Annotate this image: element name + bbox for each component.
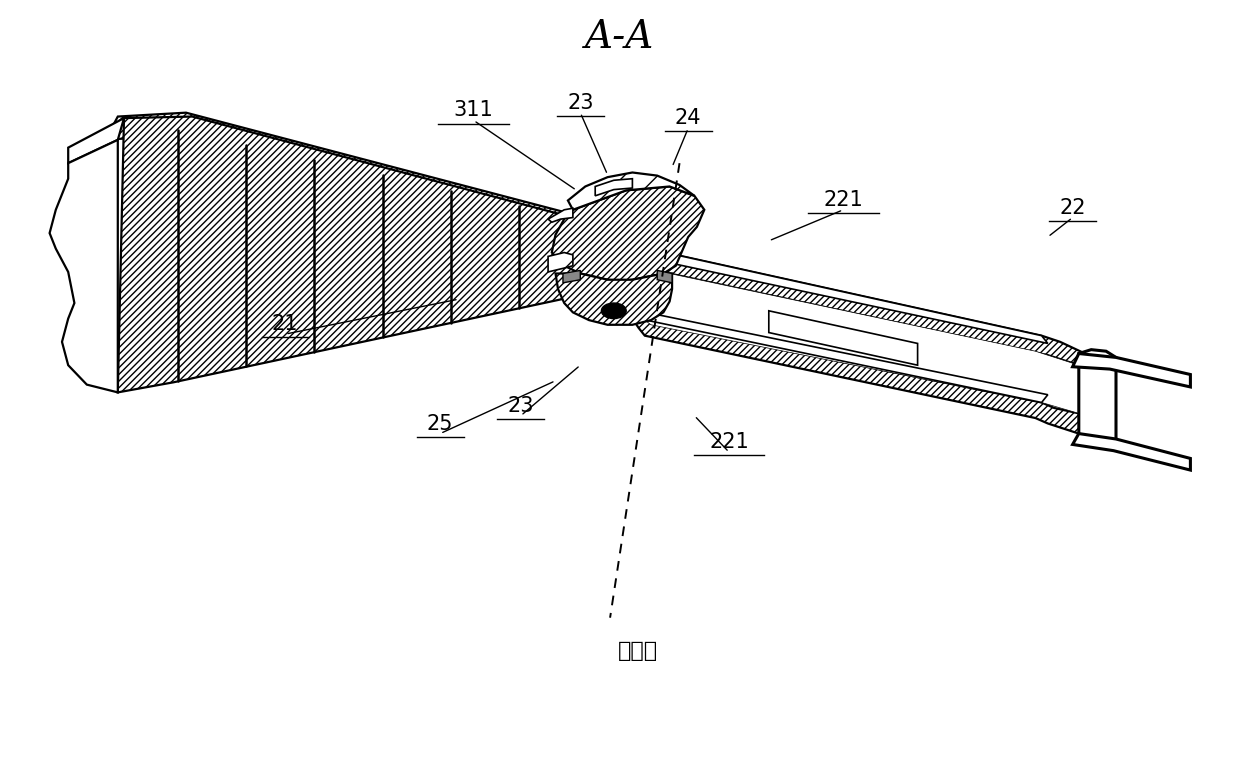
Text: 22: 22 [1059, 197, 1086, 218]
Text: A-A: A-A [585, 19, 655, 57]
Text: 311: 311 [454, 100, 494, 120]
Text: 23: 23 [507, 395, 534, 416]
Text: 21: 21 [272, 314, 299, 334]
Text: 221: 221 [823, 190, 863, 210]
Polygon shape [118, 117, 580, 392]
Polygon shape [657, 270, 672, 283]
Polygon shape [632, 301, 1048, 402]
Polygon shape [556, 274, 672, 325]
Text: 25: 25 [427, 413, 454, 434]
Polygon shape [552, 186, 704, 281]
Text: 24: 24 [675, 108, 702, 128]
Polygon shape [1079, 350, 1116, 444]
Polygon shape [595, 179, 632, 196]
Circle shape [601, 303, 626, 319]
Polygon shape [568, 172, 694, 210]
Polygon shape [632, 274, 1079, 413]
Polygon shape [769, 311, 918, 365]
Text: 铰链线: 铰链线 [618, 641, 657, 661]
Polygon shape [1073, 434, 1190, 470]
Polygon shape [563, 270, 580, 283]
Polygon shape [548, 253, 573, 272]
Polygon shape [68, 118, 124, 163]
Polygon shape [626, 255, 1085, 365]
Text: 221: 221 [709, 432, 749, 452]
Polygon shape [1073, 354, 1190, 387]
Polygon shape [632, 305, 1085, 434]
Polygon shape [50, 140, 118, 392]
Polygon shape [632, 255, 1048, 343]
Text: 23: 23 [567, 92, 594, 113]
Polygon shape [105, 113, 570, 225]
Polygon shape [548, 208, 573, 222]
